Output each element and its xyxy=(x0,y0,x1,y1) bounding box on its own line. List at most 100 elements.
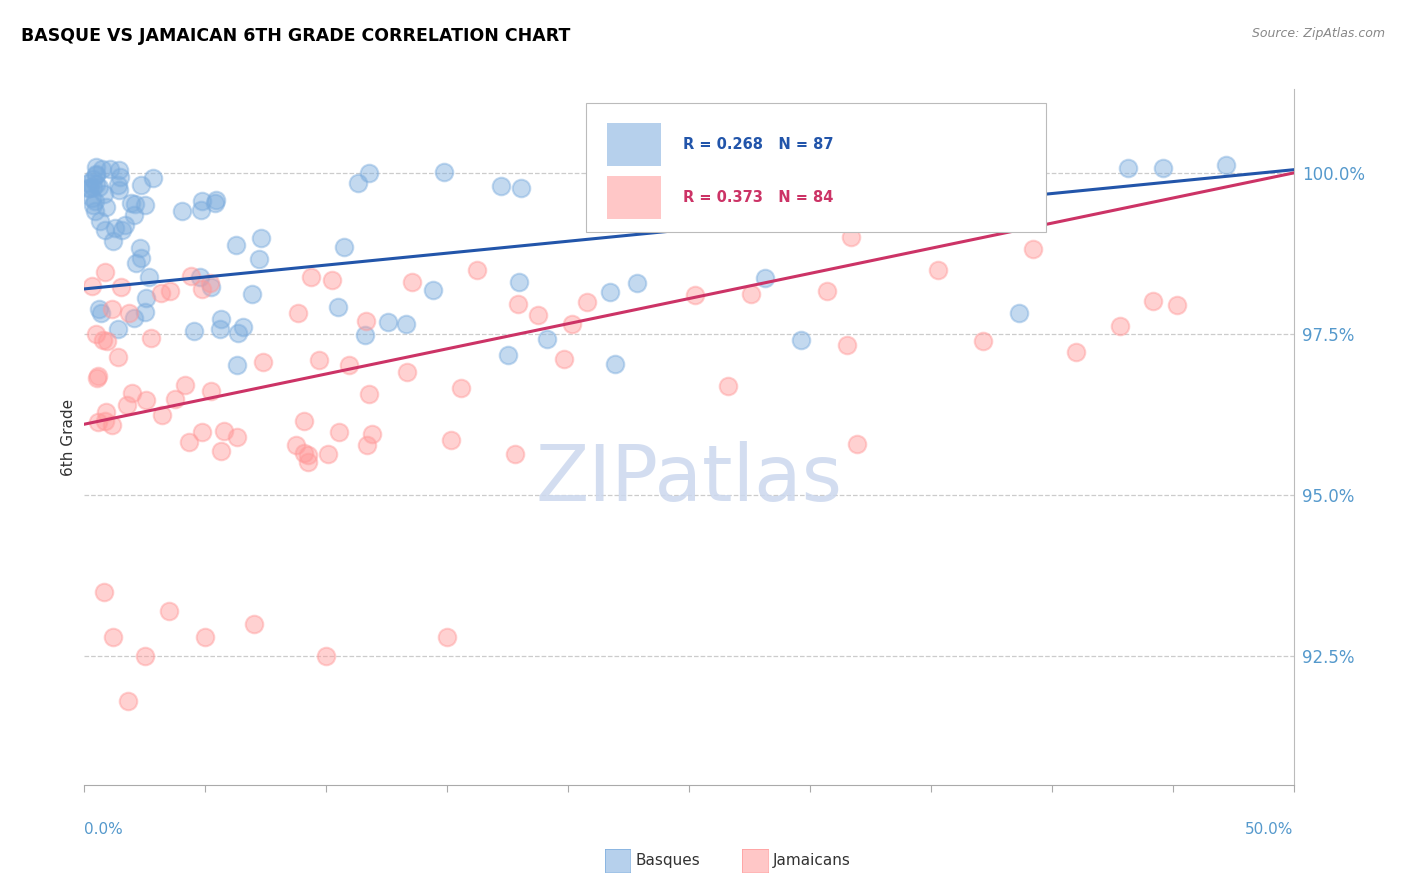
Point xyxy=(510,181,533,195)
Point xyxy=(191,425,214,439)
Point xyxy=(1018,178,1040,193)
Point xyxy=(318,447,340,461)
Point xyxy=(790,333,813,347)
Point xyxy=(394,317,416,331)
Point xyxy=(297,448,319,462)
Point xyxy=(506,297,529,311)
Point xyxy=(94,414,117,428)
Point xyxy=(292,445,315,459)
Point xyxy=(308,353,330,368)
Point xyxy=(111,223,134,237)
Point xyxy=(228,326,250,340)
Point xyxy=(84,167,107,181)
Point xyxy=(183,325,205,339)
FancyBboxPatch shape xyxy=(607,122,661,166)
Point xyxy=(972,334,994,348)
Point xyxy=(107,178,129,192)
Point xyxy=(1064,345,1087,359)
Point xyxy=(465,262,488,277)
Point xyxy=(353,328,375,343)
Point xyxy=(84,327,107,342)
Point xyxy=(198,276,221,290)
Point xyxy=(200,280,222,294)
Point xyxy=(190,282,212,296)
Point xyxy=(89,214,111,228)
Point xyxy=(361,427,384,442)
Point xyxy=(337,358,360,372)
Point xyxy=(837,338,859,352)
Point xyxy=(177,435,200,450)
Point xyxy=(717,379,740,393)
FancyBboxPatch shape xyxy=(607,177,661,219)
Point xyxy=(139,331,162,345)
Point xyxy=(82,279,104,293)
Point xyxy=(526,309,548,323)
Point xyxy=(208,322,231,336)
Point xyxy=(284,438,307,452)
Point xyxy=(76,181,98,195)
Point xyxy=(508,275,530,289)
Point xyxy=(82,171,104,186)
Point xyxy=(209,312,232,326)
Point xyxy=(93,584,115,599)
Point xyxy=(977,169,1000,184)
Point xyxy=(440,433,463,447)
Point xyxy=(107,183,129,197)
Point xyxy=(489,179,512,194)
Point xyxy=(159,284,181,298)
Text: Basques: Basques xyxy=(636,854,700,868)
Point xyxy=(422,283,444,297)
Point xyxy=(104,221,127,235)
Point xyxy=(599,285,621,299)
Point xyxy=(114,218,136,232)
Point xyxy=(180,268,202,283)
Point xyxy=(321,272,343,286)
Text: R = 0.268   N = 87: R = 0.268 N = 87 xyxy=(683,136,834,152)
Point xyxy=(86,369,108,384)
Point xyxy=(82,198,104,212)
Point xyxy=(86,371,108,385)
Point xyxy=(294,414,316,428)
Point xyxy=(242,616,264,631)
Point xyxy=(107,322,129,336)
Point xyxy=(328,425,350,439)
Point xyxy=(149,286,172,301)
Point xyxy=(138,270,160,285)
Point xyxy=(1152,161,1174,175)
Point xyxy=(1116,161,1139,175)
Point xyxy=(200,384,222,399)
Point xyxy=(83,203,105,218)
FancyBboxPatch shape xyxy=(586,103,1046,232)
Point xyxy=(626,276,648,290)
Point xyxy=(204,195,226,210)
Point xyxy=(101,417,124,432)
Point xyxy=(134,649,156,664)
Point xyxy=(333,240,356,254)
Point xyxy=(395,365,418,379)
Point xyxy=(328,301,350,315)
Point xyxy=(225,430,247,444)
Point xyxy=(93,265,115,279)
Point xyxy=(94,405,117,419)
Point xyxy=(120,196,142,211)
Point xyxy=(108,162,131,177)
Point xyxy=(553,351,575,366)
Point xyxy=(94,223,117,237)
Text: BASQUE VS JAMAICAN 6TH GRADE CORRELATION CHART: BASQUE VS JAMAICAN 6TH GRADE CORRELATION… xyxy=(21,27,571,45)
Point xyxy=(536,333,558,347)
Point xyxy=(91,333,114,347)
Point xyxy=(170,204,193,219)
Point xyxy=(354,314,377,328)
Text: Source: ZipAtlas.com: Source: ZipAtlas.com xyxy=(1251,27,1385,40)
Point xyxy=(190,202,212,217)
Point xyxy=(84,160,107,174)
Text: Jamaicans: Jamaicans xyxy=(773,854,851,868)
Point xyxy=(401,275,423,289)
Point xyxy=(839,230,862,244)
Point xyxy=(359,386,381,401)
Point xyxy=(150,409,173,423)
Point xyxy=(87,415,110,429)
Point xyxy=(82,180,104,194)
Point xyxy=(754,271,776,285)
Point xyxy=(287,305,309,319)
